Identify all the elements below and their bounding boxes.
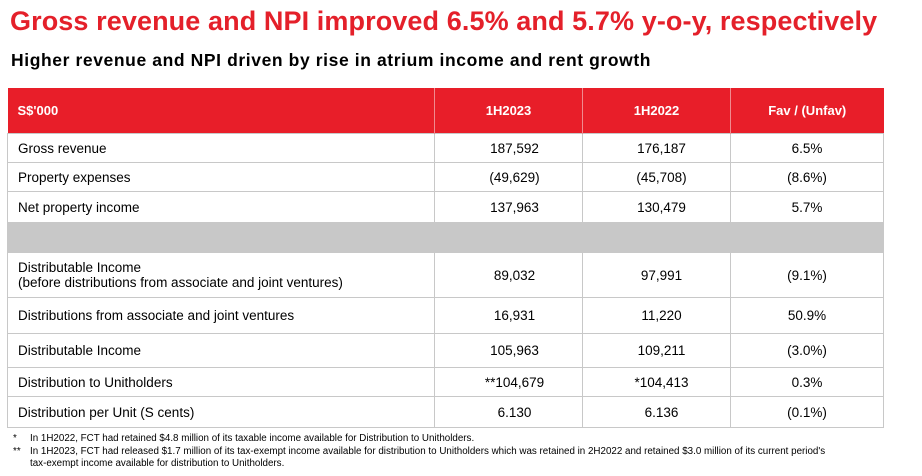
row-label-line1: Distributable Income bbox=[18, 260, 142, 275]
financial-table: S$'000 1H2023 1H2022 Fav / (Unfav) Gross… bbox=[7, 88, 884, 428]
row-label-line2: (before distributions from associate and… bbox=[18, 275, 343, 290]
cell-1h2022: 97,991 bbox=[582, 252, 731, 298]
column-header-1h2023: 1H2023 bbox=[434, 88, 583, 134]
table-row: Distributions from associate and joint v… bbox=[7, 297, 884, 334]
row-label: Property expenses bbox=[7, 162, 435, 192]
page-title: Gross revenue and NPI improved 6.5% and … bbox=[10, 6, 878, 36]
cell-fav-unfav: (8.6%) bbox=[730, 162, 884, 192]
footnote-1: * In 1H2022, FCT had retained $4.8 millio… bbox=[13, 433, 474, 445]
separator-row bbox=[7, 222, 884, 253]
table-row: Net property income 137,963 130,479 5.7% bbox=[7, 191, 884, 223]
cell-1h2023: **104,679 bbox=[434, 367, 583, 397]
row-label: Distribution per Unit (S cents) bbox=[7, 396, 435, 428]
cell-1h2022: *104,413 bbox=[582, 367, 731, 397]
cell-1h2023: 16,931 bbox=[434, 297, 583, 334]
row-label: Distributable Income (before distributio… bbox=[7, 252, 435, 298]
cell-1h2022: 109,211 bbox=[582, 333, 731, 368]
row-label: Distributable Income bbox=[7, 333, 435, 368]
cell-fav-unfav: 0.3% bbox=[730, 367, 884, 397]
table-row: Gross revenue 187,592 176,187 6.5% bbox=[7, 133, 884, 163]
column-header-fav-unfav: Fav / (Unfav) bbox=[730, 88, 884, 134]
cell-fav-unfav: (9.1%) bbox=[730, 252, 884, 298]
cell-1h2023: 105,963 bbox=[434, 333, 583, 368]
footnote-marker: * bbox=[13, 433, 17, 444]
separator-band bbox=[7, 222, 884, 253]
footnote-marker: ** bbox=[13, 446, 21, 457]
table-row: Distributable Income 105,963 109,211 (3.… bbox=[7, 333, 884, 368]
cell-fav-unfav: 50.9% bbox=[730, 297, 884, 334]
footnote-text: In 1H2023, FCT had released $1.7 million… bbox=[30, 446, 826, 457]
row-label: Distribution to Unitholders bbox=[7, 367, 435, 397]
table-row: Distribution per Unit (S cents) 6.130 6.… bbox=[7, 396, 884, 428]
table-row: Distribution to Unitholders **104,679 *1… bbox=[7, 367, 884, 397]
table-row: Property expenses (49,629) (45,708) (8.6… bbox=[7, 162, 884, 192]
row-label: Net property income bbox=[7, 191, 435, 223]
cell-1h2023: 89,032 bbox=[434, 252, 583, 298]
column-header-1h2022: 1H2022 bbox=[582, 88, 731, 134]
cell-fav-unfav: 6.5% bbox=[730, 133, 884, 163]
cell-1h2022: (45,708) bbox=[582, 162, 731, 192]
cell-1h2023: 187,592 bbox=[434, 133, 583, 163]
footnote-2: ** In 1H2023, FCT had released $1.7 milli… bbox=[13, 446, 825, 470]
cell-fav-unfav: 5.7% bbox=[730, 191, 884, 223]
cell-1h2022: 130,479 bbox=[582, 191, 731, 223]
cell-1h2023: (49,629) bbox=[434, 162, 583, 192]
cell-1h2023: 137,963 bbox=[434, 191, 583, 223]
cell-1h2022: 11,220 bbox=[582, 297, 731, 334]
cell-fav-unfav: (0.1%) bbox=[730, 396, 884, 428]
table-header-row: S$'000 1H2023 1H2022 Fav / (Unfav) bbox=[7, 88, 884, 134]
footnote-text: In 1H2022, FCT had retained $4.8 million… bbox=[30, 433, 475, 444]
cell-1h2022: 6.136 bbox=[582, 396, 731, 428]
row-label: Gross revenue bbox=[7, 133, 435, 163]
column-header-label: S$'000 bbox=[7, 88, 435, 134]
footnote-text-continued: tax-exempt income available for distribu… bbox=[30, 458, 285, 469]
cell-1h2022: 176,187 bbox=[582, 133, 731, 163]
page-subtitle: Higher revenue and NPI driven by rise in… bbox=[11, 50, 652, 70]
cell-fav-unfav: (3.0%) bbox=[730, 333, 884, 368]
cell-1h2023: 6.130 bbox=[434, 396, 583, 428]
table-row: Distributable Income (before distributio… bbox=[7, 252, 884, 298]
row-label: Distributions from associate and joint v… bbox=[7, 297, 435, 334]
